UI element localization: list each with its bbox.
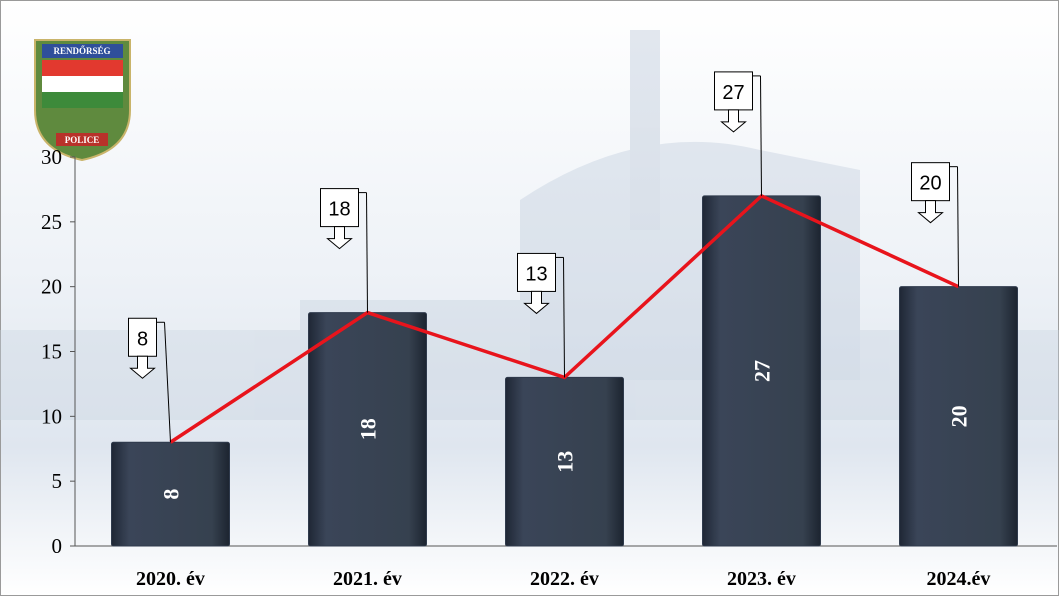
callout: 13 (517, 252, 565, 378)
y-tick-label: 20 (41, 275, 62, 299)
y-tick-label: 25 (41, 210, 62, 234)
callout-box (320, 188, 359, 228)
logo-top: RENDŐRSÉG (53, 46, 110, 56)
bar-label: 27 (750, 360, 775, 382)
y-tick-label: 5 (52, 469, 63, 493)
callout-arrow (917, 200, 944, 224)
x-tick-label: 2021. év (333, 568, 402, 590)
callout-leader (164, 322, 171, 443)
callout-label: 13 (525, 263, 547, 285)
callout-leader (563, 257, 565, 378)
bar-label: 18 (356, 418, 381, 440)
x-tick-label: 2020. év (136, 568, 205, 590)
callout-label: 20 (919, 173, 941, 195)
callout-arrow (720, 109, 747, 133)
callout-leader (760, 75, 762, 196)
callout-arrow (523, 290, 550, 315)
bar-label: 20 (947, 405, 972, 427)
callout-box (714, 71, 753, 111)
y-tick-label: 15 (41, 340, 62, 364)
bar-label: 8 (159, 489, 184, 500)
x-tick-label: 2023. év (727, 568, 796, 590)
callout-leader (366, 192, 368, 313)
callout-label: 27 (722, 82, 744, 104)
x-tick-label: 2022. év (530, 568, 599, 590)
callout: 18 (320, 188, 368, 313)
callout-label: 8 (137, 328, 148, 350)
logo: RENDŐRSÉG POLICE (34, 39, 131, 162)
logo-bottom: POLICE (65, 135, 100, 145)
callout-arrow (326, 226, 353, 250)
callout-box (128, 317, 157, 357)
y-tick-label: 10 (41, 404, 62, 428)
callout-leader (957, 166, 959, 287)
callout: 27 (714, 71, 762, 196)
callout-label: 18 (328, 199, 350, 221)
callout-box (911, 162, 950, 202)
x-tick-label: 2024.év (927, 568, 991, 590)
bar-label: 13 (553, 451, 578, 473)
callout-arrow (129, 355, 156, 379)
callout: 8 (128, 317, 171, 443)
y-tick-label: 0 (52, 534, 63, 558)
y-tick-label: 30 (41, 145, 62, 169)
callout: 20 (911, 162, 959, 287)
